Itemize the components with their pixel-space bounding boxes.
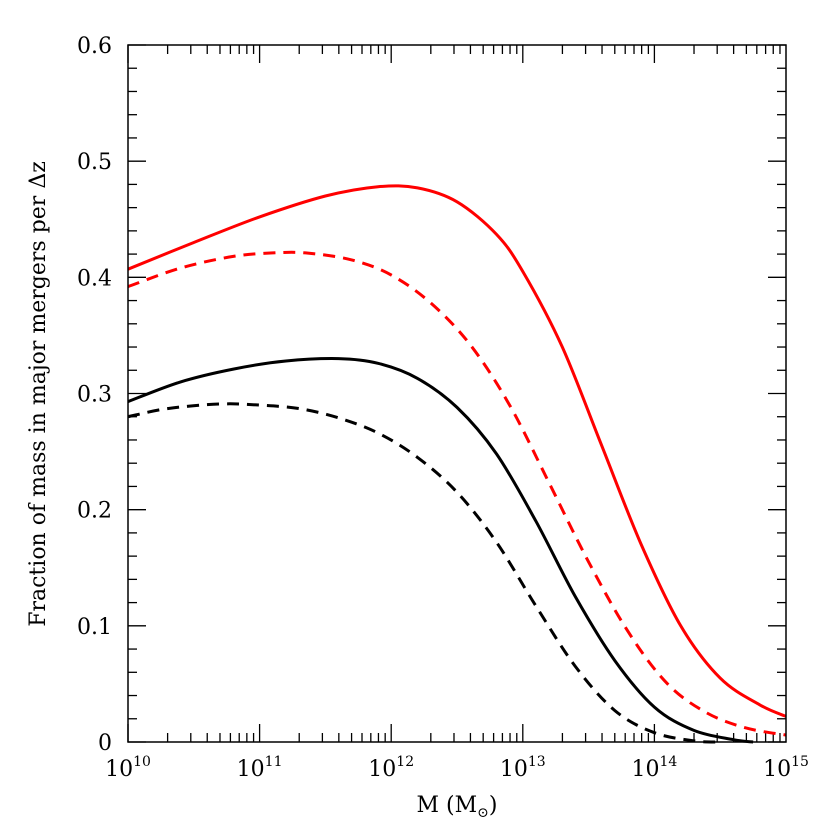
x-tick-label: 1012 xyxy=(368,754,414,782)
y-tick-label: 0.5 xyxy=(77,150,112,175)
y-tick-label: 0.4 xyxy=(77,266,112,291)
y-tick-label: 0 xyxy=(98,731,112,756)
x-tick-label-base: 10 xyxy=(105,757,133,782)
plot-frame xyxy=(127,44,787,743)
y-tick-label: 0.3 xyxy=(77,383,112,408)
plot-area xyxy=(127,184,787,744)
y-axis-label: Fraction of mass in major mergers per Δz xyxy=(26,161,51,627)
x-tick-label-exponent: 13 xyxy=(528,754,546,770)
x-tick-label-exponent: 14 xyxy=(659,754,677,770)
x-tick-labels: 1010 1011 1012 1013 1014 1015 xyxy=(105,754,809,782)
x-axis-label-main: M (M xyxy=(417,793,478,818)
tick-marks xyxy=(127,44,786,743)
series-line-4 xyxy=(127,402,721,744)
x-axis-label: M (M⊙) xyxy=(417,793,498,821)
x-axis-label-close: ) xyxy=(489,793,498,818)
x-axis-label-sub: ⊙ xyxy=(477,805,489,821)
x-tick-label-exponent: 10 xyxy=(133,754,151,770)
x-tick-label-exponent: 12 xyxy=(396,754,414,770)
x-tick-label-base: 10 xyxy=(500,757,528,782)
x-tick-label-base: 10 xyxy=(631,757,659,782)
series-line-3 xyxy=(127,357,754,744)
y-tick-label: 0.6 xyxy=(77,34,112,59)
x-tick-label-base: 10 xyxy=(237,757,265,782)
y-tick-label: 0.2 xyxy=(77,499,112,524)
x-tick-label-exponent: 11 xyxy=(265,754,283,770)
x-tick-label: 1011 xyxy=(237,754,283,782)
x-tick-label: 1013 xyxy=(500,754,546,782)
x-tick-label-base: 10 xyxy=(368,757,396,782)
series-line-2 xyxy=(127,250,787,737)
x-tick-label-base: 10 xyxy=(763,757,791,782)
x-tick-label: 1014 xyxy=(631,754,677,782)
x-tick-label: 1015 xyxy=(763,754,809,782)
y-tick-labels: 0 0.1 0.2 0.3 0.4 0.5 0.6 xyxy=(77,34,112,756)
y-tick-label: 0.1 xyxy=(77,615,112,640)
series-line-1 xyxy=(127,184,787,718)
x-tick-label: 1010 xyxy=(105,754,151,782)
x-tick-label-exponent: 15 xyxy=(791,754,809,770)
